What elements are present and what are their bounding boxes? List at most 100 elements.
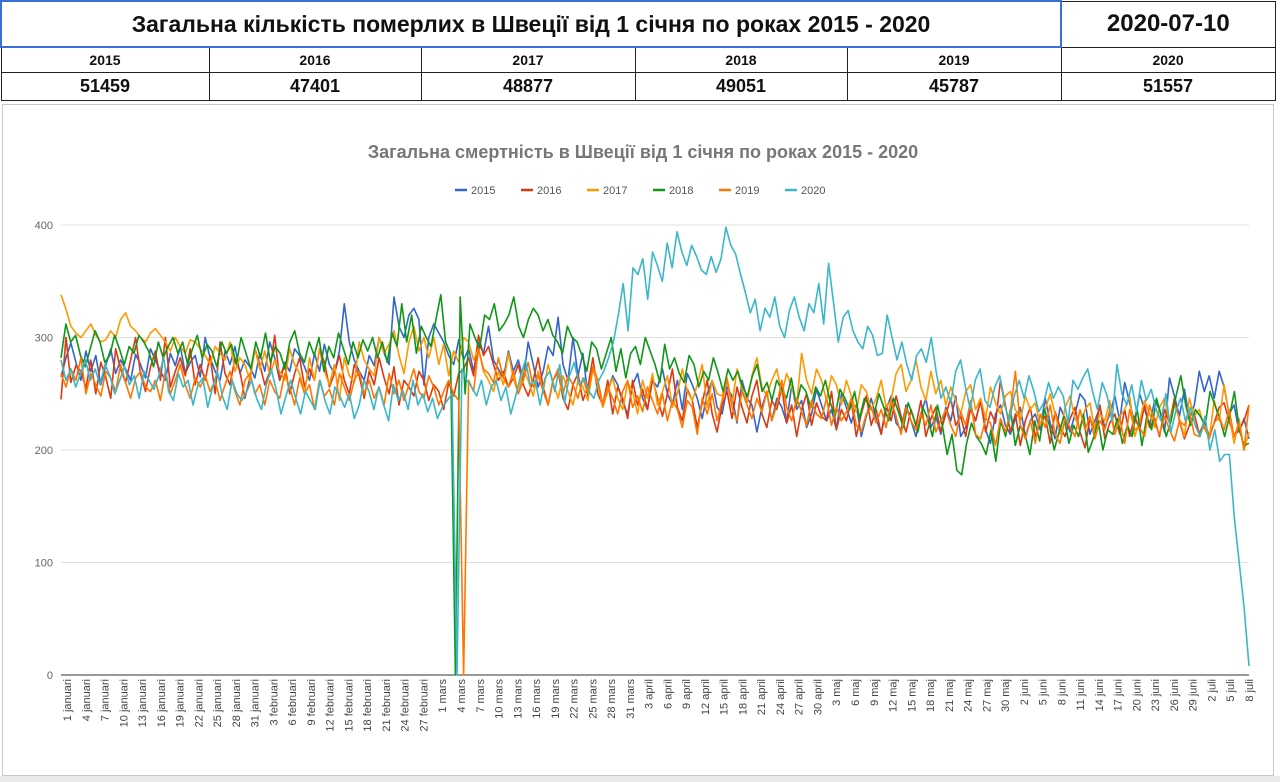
x-tick-label: 6 februari <box>287 679 299 725</box>
x-tick-label: 21 april <box>756 679 768 715</box>
x-tick-label: 3 maj <box>831 679 843 706</box>
x-tick-label: 3 april <box>644 679 656 709</box>
x-tick-label: 24 april <box>775 679 787 715</box>
x-tick-label: 29 juni <box>1188 679 1200 711</box>
x-tick-label: 7 januari <box>100 679 112 721</box>
series-line-2017[interactable] <box>60 294 1250 451</box>
x-tick-label: 27 maj <box>981 679 993 712</box>
mortality-line-chart: Загальна смертність в Швеції від 1 січня… <box>35 142 1256 732</box>
y-axis: 0 100 200 300 400 <box>35 220 53 682</box>
x-tick-label: 9 maj <box>869 679 881 706</box>
x-tick-label: 16 januari <box>156 679 168 727</box>
series-line-2018[interactable] <box>60 294 1250 676</box>
year-header-2018[interactable]: 2018 <box>634 46 848 73</box>
year-header-2019[interactable]: 2019 <box>846 46 1062 73</box>
year-header-2017[interactable]: 2017 <box>420 46 636 73</box>
x-tick-label: 13 januari <box>137 679 149 727</box>
x-tick-label: 24 februari <box>400 679 412 732</box>
sheet-title[interactable]: Загальна кількість померлих в Швеції від… <box>0 0 1063 48</box>
total-2016[interactable]: 47401 <box>208 72 422 101</box>
chart-title: Загальна смертність в Швеції від 1 січня… <box>368 142 918 162</box>
year-header-2020[interactable]: 2020 <box>1060 46 1276 73</box>
total-2015[interactable]: 51459 <box>0 72 210 101</box>
x-tick-label: 19 mars <box>550 679 562 719</box>
series-line-2020[interactable] <box>60 226 1250 676</box>
y-tick-label: 400 <box>35 220 53 232</box>
x-tick-label: 12 april <box>700 679 712 715</box>
x-tick-label: 9 februari <box>306 679 318 725</box>
x-tick-label: 28 januari <box>231 679 243 727</box>
legend-label-2017[interactable]: 2017 <box>603 185 627 197</box>
x-tick-label: 18 maj <box>925 679 937 712</box>
x-tick-label: 27 februari <box>418 679 430 732</box>
x-tick-label: 15 maj <box>906 679 918 712</box>
x-tick-label: 27 april <box>794 679 806 715</box>
x-tick-label: 17 juni <box>1113 679 1125 711</box>
x-tick-label: 19 januari <box>175 679 187 727</box>
x-tick-label: 13 mars <box>512 679 524 719</box>
report-date[interactable]: 2020-07-10 <box>1060 0 1276 48</box>
series-lines <box>60 226 1250 676</box>
x-tick-label: 21 februari <box>381 679 393 732</box>
x-tick-label: 22 januari <box>193 679 205 727</box>
x-tick-label: 25 mars <box>587 679 599 719</box>
legend-label-2019[interactable]: 2019 <box>735 185 759 197</box>
chart-legend: 2015 2016 2017 2018 2019 2020 <box>455 185 825 197</box>
series-line-2019[interactable] <box>60 348 1250 676</box>
x-tick-label: 8 juni <box>1056 679 1068 705</box>
legend-label-2016[interactable]: 2016 <box>537 185 561 197</box>
x-tick-label: 18 februari <box>362 679 374 732</box>
y-tick-label: 300 <box>35 333 53 345</box>
x-tick-label: 18 april <box>737 679 749 715</box>
x-tick-label: 10 mars <box>494 679 506 719</box>
year-header-2016[interactable]: 2016 <box>208 46 422 73</box>
totals-table: Загальна кількість померлих в Швеції від… <box>0 0 1276 101</box>
x-tick-label: 20 juni <box>1131 679 1143 711</box>
y-tick-label: 0 <box>47 670 53 682</box>
chart-grid <box>61 224 1249 676</box>
x-axis: 1 januari 4 januari 7 januari 10 januari 13 … <box>62 679 1256 732</box>
x-tick-label: 31 januari <box>250 679 262 727</box>
x-tick-label: 26 juni <box>1169 679 1181 711</box>
x-tick-label: 28 mars <box>606 679 618 719</box>
chart-container[interactable]: Загальна смертність в Швеції від 1 січня… <box>2 104 1274 776</box>
total-2017[interactable]: 48877 <box>420 72 636 101</box>
x-tick-label: 15 april <box>719 679 731 715</box>
x-tick-label: 30 maj <box>1000 679 1012 712</box>
x-tick-label: 10 januari <box>118 679 130 727</box>
x-tick-label: 4 januari <box>81 679 93 721</box>
x-tick-label: 4 mars <box>456 679 468 713</box>
x-tick-label: 16 mars <box>531 679 543 719</box>
x-tick-label: 7 mars <box>475 679 487 713</box>
x-tick-label: 22 mars <box>569 679 581 719</box>
x-tick-label: 12 maj <box>888 679 900 712</box>
x-tick-label: 23 juni <box>1150 679 1162 711</box>
x-tick-label: 6 maj <box>850 679 862 706</box>
x-tick-label: 5 juni <box>1038 679 1050 705</box>
y-tick-label: 200 <box>35 445 53 457</box>
x-tick-label: 31 mars <box>625 679 637 719</box>
total-2018[interactable]: 49051 <box>634 72 848 101</box>
spreadsheet-summary: Загальна кількість померлих в Швеції від… <box>0 0 1280 101</box>
x-tick-label: 6 april <box>662 679 674 709</box>
x-tick-label: 2 juli <box>1206 679 1218 702</box>
x-tick-label: 12 februari <box>325 679 337 732</box>
x-tick-label: 1 januari <box>62 679 74 721</box>
x-tick-label: 15 februari <box>343 679 355 732</box>
x-tick-label: 30 april <box>812 679 824 715</box>
legend-label-2020[interactable]: 2020 <box>801 185 825 197</box>
legend-label-2018[interactable]: 2018 <box>669 185 693 197</box>
total-2020[interactable]: 51557 <box>1060 72 1276 101</box>
sheet-bottom-bar <box>0 776 1280 782</box>
series-line-2015[interactable] <box>60 296 1250 445</box>
x-tick-label: 2 juni <box>1019 679 1031 705</box>
year-header-2015[interactable]: 2015 <box>0 46 210 73</box>
legend-label-2015[interactable]: 2015 <box>471 185 495 197</box>
x-tick-label: 24 maj <box>963 679 975 712</box>
x-tick-label: 21 maj <box>944 679 956 712</box>
y-tick-label: 100 <box>35 558 53 570</box>
total-2019[interactable]: 45787 <box>846 72 1062 101</box>
x-tick-label: 11 juni <box>1075 679 1087 711</box>
x-tick-label: 3 februari <box>268 679 280 725</box>
x-tick-label: 8 juli <box>1244 679 1256 702</box>
